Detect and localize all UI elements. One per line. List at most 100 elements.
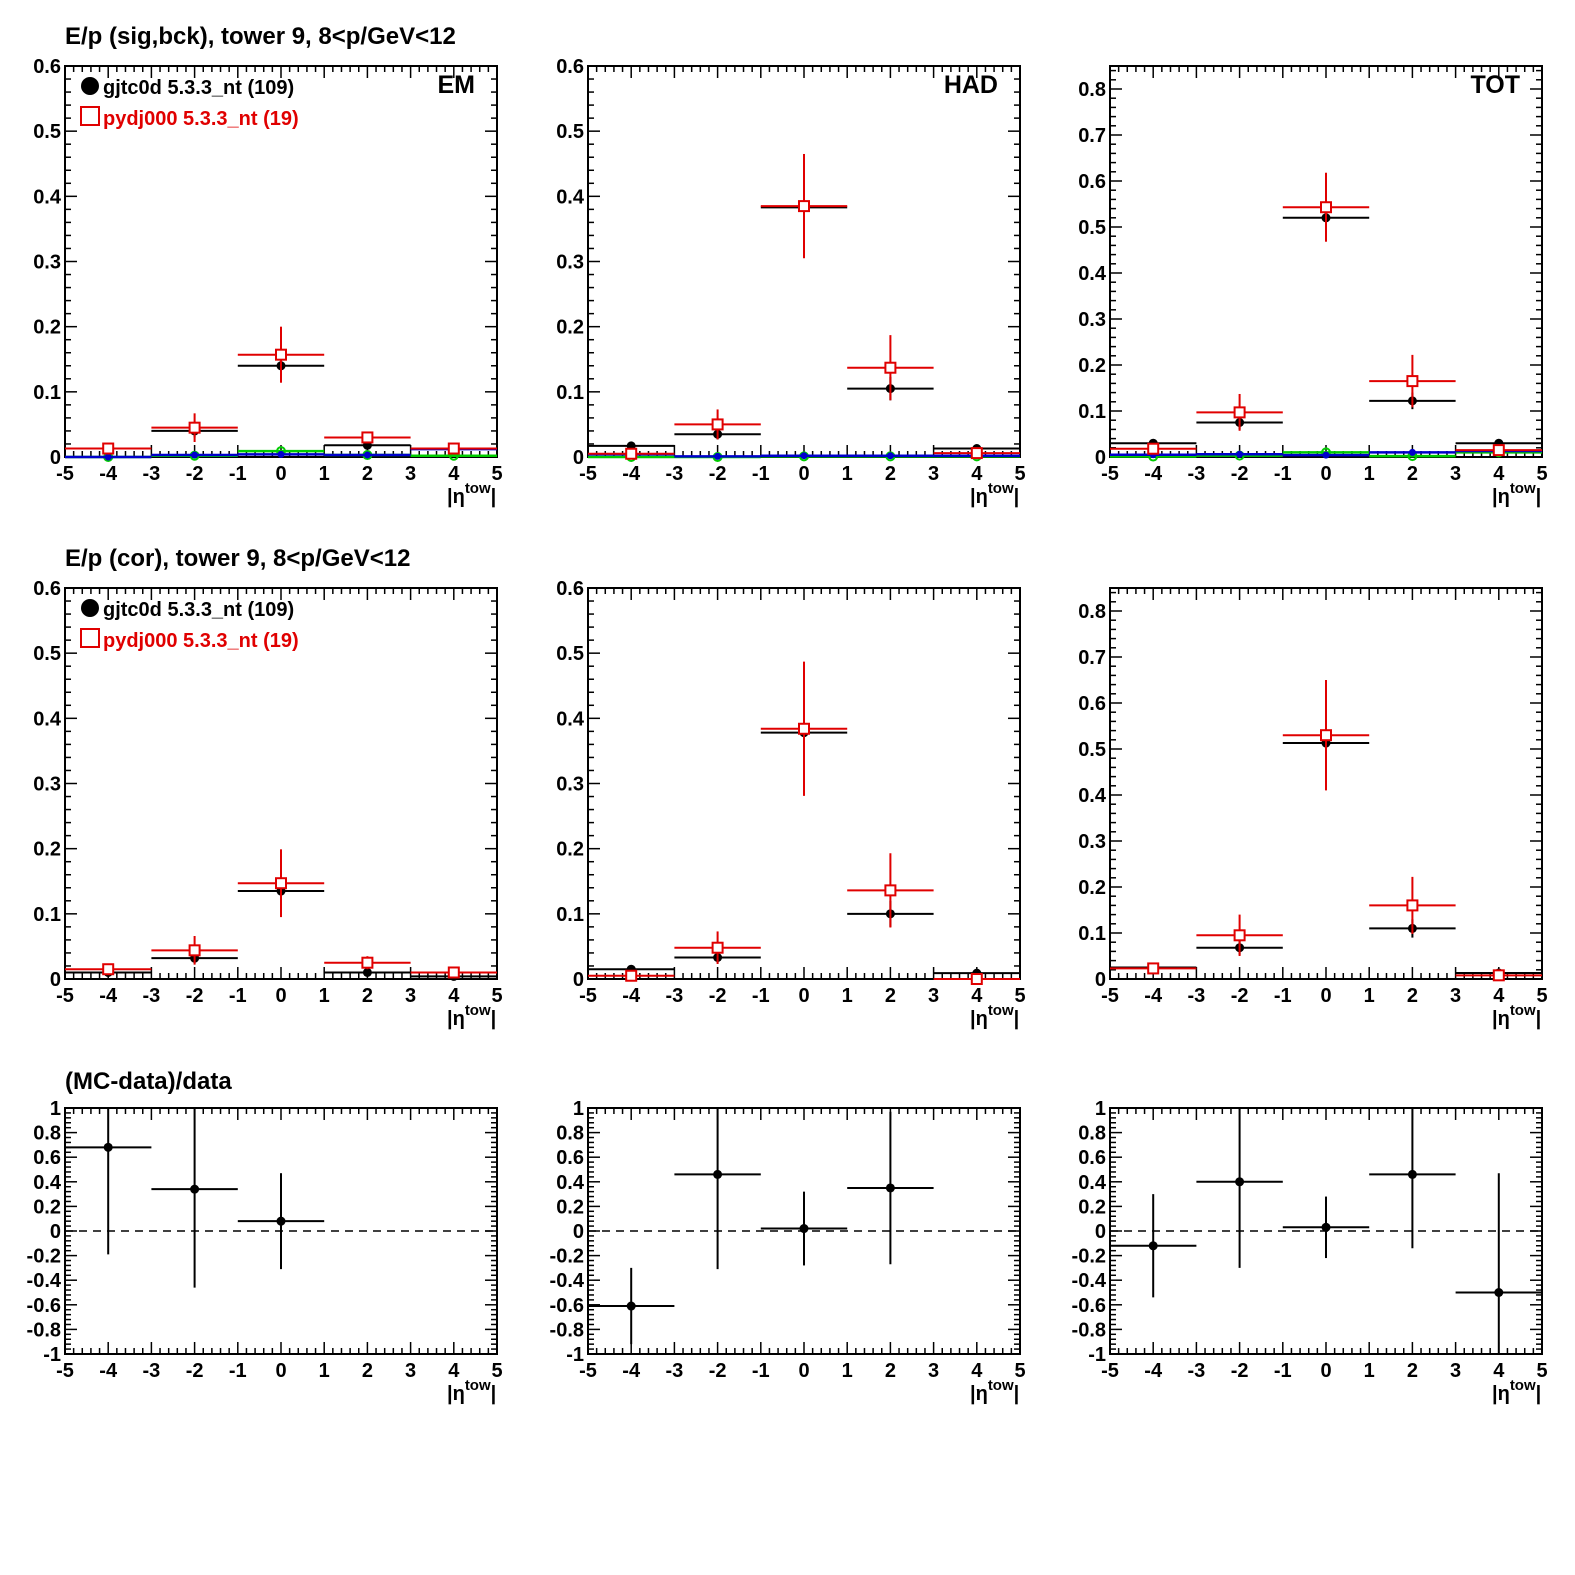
panel-ratio-tot: -5 -4 -3 -2 -1 0 1 2 3 4 5-1-0.8-0.6-0.4-0.200.20.… (1072, 1098, 1548, 1405)
x-axis-label-bar: | (1014, 1008, 1020, 1030)
data-point (1235, 1177, 1245, 1187)
y-tick-label: 0 (50, 447, 61, 469)
y-tick-label: 0.1 (33, 382, 61, 404)
data-point (190, 1184, 200, 1194)
mc-point (188, 421, 201, 434)
x-tick-label: 2 (362, 985, 373, 1007)
x-axis-label-bar: | (1014, 1383, 1020, 1405)
mc-point (275, 877, 287, 890)
x-tick-label: -4 (622, 463, 641, 485)
x-tick-label: -5 (579, 463, 597, 485)
x-tick-label: -2 (186, 1360, 204, 1382)
x-axis-label-superscript: tow (988, 1002, 1014, 1019)
y-tick-label: 0.6 (33, 1147, 61, 1169)
y-tick-label: 0.6 (556, 56, 584, 78)
series-mc (65, 849, 497, 979)
y-tick-label: 0.5 (556, 121, 584, 143)
x-tick-label: -4 (622, 1360, 641, 1382)
panel-cor-tot: -5 -4 -3 -2 -1 0 1 2 3 4 5 0 0.1 0.2 0.3 0.4 0.5 0.6 0.7 0.… (1078, 587, 1548, 1030)
x-axis-label-bar: | (1536, 1008, 1542, 1030)
x-tick-label: -3 (143, 1360, 161, 1382)
x-tick-label: 4 (1493, 1360, 1505, 1382)
panel-sig-tot: -5 -4 -3 -2 -1 0 1 2 3 4 5 0 0.1 0.2 0.3 0.4 0.5 0.6 0.7 0.… (1078, 65, 1548, 508)
panel-cor-had: -5 -4 -3 -2 -1 0 1 2 3 4 500.10.20.30.40.50.6|ηtow… (556, 578, 1025, 1030)
y-tick-label: 0 (50, 1221, 61, 1243)
x-tick-label: -3 (666, 463, 684, 485)
legend-data-label: gjtc0d 5.3.3_nt (109) (103, 77, 294, 99)
mc-point (361, 431, 374, 444)
x-tick-label: 3 (405, 1360, 416, 1382)
y-tick-label: 0.2 (33, 317, 61, 339)
mc-point (625, 447, 638, 460)
x-tick-label: 3 (405, 985, 416, 1007)
x-tick-label: -3 (1188, 1360, 1206, 1382)
x-tick-label: -1 (752, 463, 770, 485)
y-tick-label: 0.6 (556, 1147, 584, 1169)
x-tick-label: -1 (229, 985, 247, 1007)
x-tick-label: 3 (1450, 985, 1461, 1007)
x-tick-label: -5 (1101, 463, 1119, 485)
blue-point (1408, 448, 1416, 456)
mc-point (1320, 201, 1332, 214)
mc-point (1233, 406, 1246, 419)
y-tick-label: 1 (1095, 1098, 1106, 1120)
series-data (1110, 1108, 1542, 1354)
x-tick-label: -1 (1274, 463, 1292, 485)
x-tick-label: -1 (1274, 985, 1292, 1007)
x-axis-label-superscript: tow (1510, 1377, 1536, 1394)
mc-point (102, 963, 115, 976)
y-tick-label: 0.3 (556, 774, 584, 796)
blue-point (277, 450, 285, 458)
mc-point (361, 956, 374, 969)
x-tick-label: -3 (1188, 463, 1206, 485)
y-tick-label: 0.7 (1078, 125, 1106, 147)
mc-point (188, 944, 201, 957)
y-tick-label: -0.4 (550, 1270, 585, 1292)
x-tick-label: 0 (798, 1360, 809, 1382)
legend-data-marker (81, 599, 99, 617)
mc-point (970, 447, 983, 460)
y-tick-label: 0 (1095, 447, 1106, 469)
x-tick-label: -4 (99, 985, 118, 1007)
x-tick-label: 2 (1407, 1360, 1418, 1382)
x-axis-label-bar: | (1536, 1383, 1542, 1405)
y-tick-label: 0.2 (1078, 1196, 1106, 1218)
mc-point (711, 941, 724, 954)
data-point (799, 1224, 809, 1234)
x-tick-label: -5 (56, 463, 74, 485)
x-tick-label: 1 (1364, 985, 1375, 1007)
plot-frame (1109, 65, 1543, 458)
x-axis-label-superscript: tow (988, 1377, 1014, 1394)
x-tick-label: -1 (752, 1360, 770, 1382)
x-tick-label: 2 (885, 1360, 896, 1382)
series-mc (65, 326, 497, 455)
x-tick-label: -2 (186, 463, 204, 485)
x-tick-label: -1 (229, 1360, 247, 1382)
x-tick-label: -5 (579, 1360, 597, 1382)
x-tick-label: -5 (1101, 985, 1119, 1007)
x-tick-label: 4 (448, 1360, 460, 1382)
x-tick-label: 4 (448, 985, 460, 1007)
y-tick-label: 0.8 (1078, 601, 1106, 623)
panels-group: -5 -4 -3 -2 -1 0 1 2 3 4 500.10.20.30.40.50.6|ηtow… (27, 56, 1548, 1405)
legend-mc-label: pydj000 5.3.3_nt (19) (103, 630, 299, 652)
x-tick-label: 0 (275, 985, 286, 1007)
y-tick-label: -0.4 (1072, 1270, 1107, 1292)
y-tick-label: 0.5 (1078, 739, 1106, 761)
x-tick-label: 1 (319, 463, 330, 485)
x-tick-label: 4 (971, 1360, 983, 1382)
y-tick-label: 1 (573, 1098, 584, 1120)
mc-point (1406, 375, 1419, 388)
x-tick-label: 0 (275, 463, 286, 485)
blue-point (886, 452, 894, 460)
y-tick-label: 0.6 (1078, 171, 1106, 193)
x-tick-label: 3 (405, 463, 416, 485)
row-title-signal-background: E/p (sig,bck), tower 9, 8<p/GeV<12 (65, 23, 456, 50)
y-tick-label: 0.5 (33, 643, 61, 665)
data-point (626, 1301, 636, 1311)
x-tick-label: -1 (229, 463, 247, 485)
x-tick-label: -1 (1274, 1360, 1292, 1382)
plot-frame (587, 65, 1021, 458)
x-tick-label: 4 (448, 463, 460, 485)
x-axis-label-superscript: tow (465, 1002, 491, 1019)
